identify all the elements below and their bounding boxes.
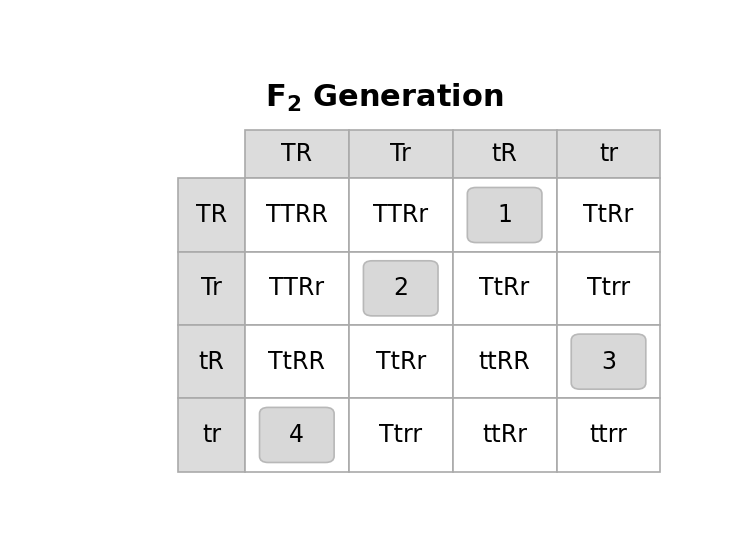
Text: $\mathbf{F_2}$ Generation: $\mathbf{F_2}$ Generation [266,82,503,114]
Bar [349,398,453,472]
Text: tR: tR [492,143,517,166]
Text: 2: 2 [393,276,408,300]
Bar [244,130,349,178]
Text: ttrr: ttrr [590,423,628,447]
Text: Tr: Tr [390,143,411,166]
Text: tr: tr [599,143,618,166]
Text: TtRr: TtRr [479,276,530,300]
Bar [556,252,661,325]
Bar [244,325,349,398]
FancyBboxPatch shape [364,261,438,316]
Text: TtRr: TtRr [584,203,634,227]
Bar [453,398,556,472]
FancyBboxPatch shape [467,188,542,243]
Text: tr: tr [202,423,221,447]
Bar [178,252,244,325]
Bar [453,325,556,398]
Text: TTRR: TTRR [266,203,328,227]
Text: TR: TR [281,143,313,166]
Text: TtRr: TtRr [376,350,426,374]
Bar [349,178,453,252]
Text: 1: 1 [497,203,512,227]
Bar [453,252,556,325]
FancyBboxPatch shape [260,407,334,462]
Text: Tr: Tr [201,276,222,300]
Text: Ttrr: Ttrr [587,276,630,300]
Bar [453,178,556,252]
FancyBboxPatch shape [572,334,646,389]
Bar [556,178,661,252]
Text: ttRr: ttRr [482,423,527,447]
Text: TtRR: TtRR [268,350,326,374]
Text: TTRr: TTRr [269,276,325,300]
Bar [349,325,453,398]
Bar [556,398,661,472]
Bar [349,130,453,178]
Bar [556,325,661,398]
Text: 3: 3 [601,350,616,374]
Text: TR: TR [196,203,227,227]
Bar [556,130,661,178]
Bar [178,178,244,252]
Text: 4: 4 [290,423,304,447]
Bar [178,398,244,472]
Bar [453,130,556,178]
Bar [244,178,349,252]
Bar [244,398,349,472]
Text: tR: tR [199,350,224,374]
Bar [244,252,349,325]
Text: TTRr: TTRr [374,203,428,227]
Text: Ttrr: Ttrr [380,423,422,447]
Bar [349,252,453,325]
Text: ttRR: ttRR [478,350,530,374]
Bar [178,325,244,398]
